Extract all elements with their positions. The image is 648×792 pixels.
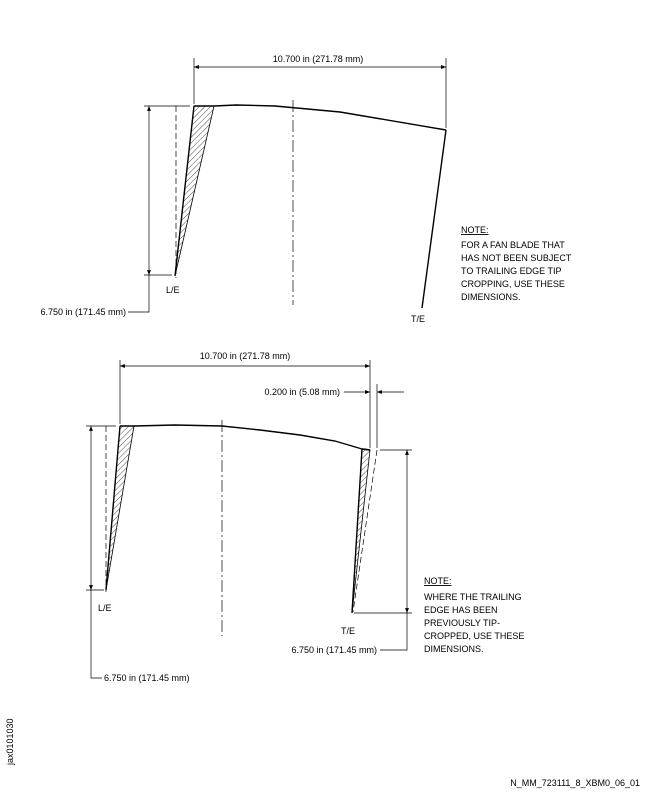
upper-note-line: FOR A FAN BLADE THAT xyxy=(461,240,565,250)
lower-width-dim-label: 10.700 in (271.78 mm) xyxy=(200,351,291,361)
lower-note-line: WHERE THE TRAILING xyxy=(424,592,522,602)
lower-te-label: T/E xyxy=(341,626,355,636)
lower-note-heading: NOTE: xyxy=(424,576,452,586)
side-figure-id: jax0101030 xyxy=(5,718,15,766)
lower-te-height-leader xyxy=(380,613,408,651)
upper-te-label: T/E xyxy=(411,314,425,324)
lower-te-height-dim-label: 6.750 in (171.45 mm) xyxy=(291,645,377,655)
upper-leading-edge-line xyxy=(174,105,195,277)
upper-note-heading: NOTE: xyxy=(461,225,489,235)
upper-note-line: TO TRAILING EDGE TIP xyxy=(461,266,562,276)
lower-note-line: DIMENSIONS. xyxy=(424,644,484,654)
lower-blade-tip-outline xyxy=(120,424,371,451)
upper-blade-tip-outline xyxy=(194,104,447,131)
upper-width-dim-label: 10.700 in (271.78 mm) xyxy=(273,54,364,64)
lower-le-height-dim-label: 6.750 in (171.45 mm) xyxy=(104,673,190,683)
lower-le-height-leader xyxy=(90,590,102,679)
upper-le-label: L/E xyxy=(166,285,180,295)
upper-note-line: HAS NOT BEEN SUBJECT xyxy=(461,253,572,263)
upper-trailing-edge xyxy=(421,129,447,309)
lower-crop-dim-label: 0.200 in (5.08 mm) xyxy=(264,387,340,397)
lower-note-line: EDGE HAS BEEN xyxy=(424,605,498,615)
upper-height-dim-label: 6.750 in (171.45 mm) xyxy=(40,307,126,317)
lower-trailing-edge-line xyxy=(351,448,363,614)
upper-note-line: DIMENSIONS. xyxy=(461,292,521,302)
lower-leading-edge-line xyxy=(105,425,121,591)
upper-view: 10.700 in (271.78 mm) 6.750 in (171.45 m… xyxy=(40,54,571,324)
footer-figure-id: N_MM_723111_8_XBM0_06_01 xyxy=(510,778,640,788)
upper-height-leader xyxy=(128,275,150,313)
lower-view: 10.700 in (271.78 mm) 0.200 in (5.08 mm)… xyxy=(86,351,524,683)
lower-note-line: CROPPED, USE THESE xyxy=(424,631,524,641)
lower-le-label: L/E xyxy=(98,603,112,613)
lower-note-line: PREVIOUSLY TIP- xyxy=(424,618,500,628)
upper-note-line: CROPPING, USE THESE xyxy=(461,279,565,289)
lower-leading-edge-hatch xyxy=(105,425,135,591)
upper-leading-edge-hatch xyxy=(174,105,215,277)
lower-te-original-line xyxy=(352,449,378,613)
